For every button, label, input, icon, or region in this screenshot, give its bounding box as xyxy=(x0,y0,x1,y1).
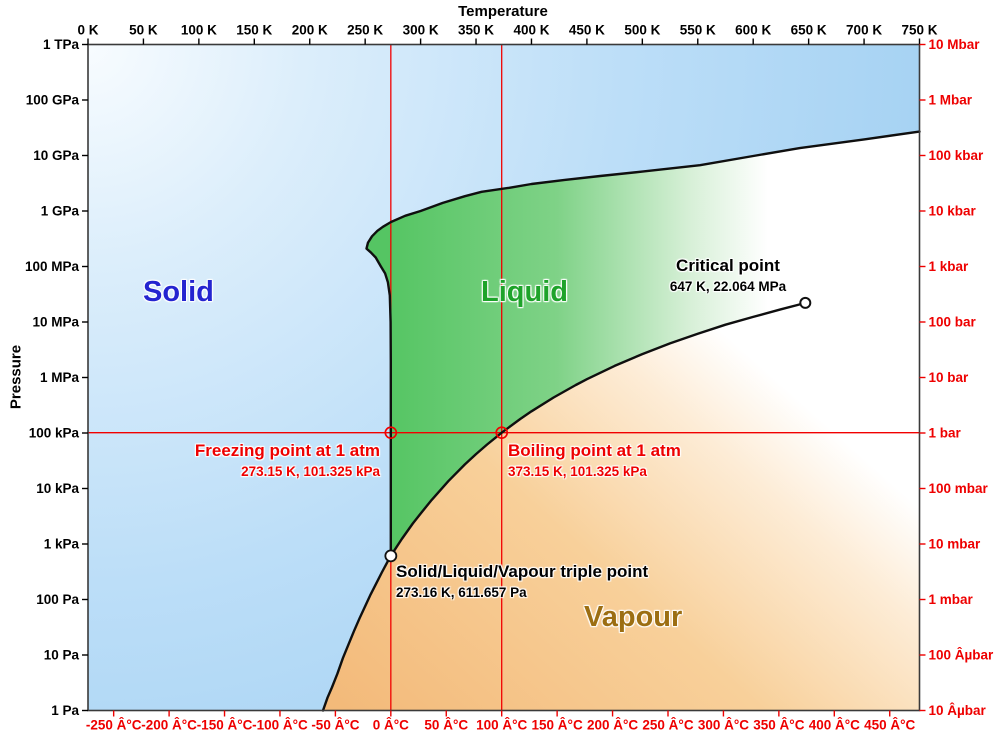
svg-text:10 kPa: 10 kPa xyxy=(36,481,79,496)
svg-text:250 K: 250 K xyxy=(347,23,383,38)
svg-text:1 Pa: 1 Pa xyxy=(51,703,79,718)
svg-text:450 K: 450 K xyxy=(569,23,605,38)
svg-text:1 MPa: 1 MPa xyxy=(40,370,80,385)
svg-text:250 Â°C: 250 Â°C xyxy=(642,718,693,733)
axis-right: 10 Mbar 1 Mbar 100 kbar 10 kbar 1 kbar 1… xyxy=(919,37,995,718)
svg-text:50 K: 50 K xyxy=(129,23,158,38)
svg-text:750 K: 750 K xyxy=(901,23,937,38)
axis-bottom: -250 Â°C -200 Â°C -150 Â°C -100 Â°C -50 … xyxy=(86,710,916,733)
axis-left: 1 TPa 100 GPa 10 GPa 1 GPa 100 MPa 10 MP… xyxy=(25,37,88,718)
svg-text:1 kbar: 1 kbar xyxy=(929,259,970,274)
svg-text:-100 Â°C: -100 Â°C xyxy=(252,718,308,733)
triple-point-marker xyxy=(384,549,398,563)
svg-text:10 MPa: 10 MPa xyxy=(32,315,79,330)
svg-text:150 Â°C: 150 Â°C xyxy=(532,718,583,733)
svg-text:100 bar: 100 bar xyxy=(929,315,977,330)
svg-text:450 Â°C: 450 Â°C xyxy=(864,718,915,733)
svg-text:10 bar: 10 bar xyxy=(929,370,970,385)
critical-point-annotation: Critical point 647 K, 22.064 MPa xyxy=(628,256,828,294)
svg-text:-200 Â°C: -200 Â°C xyxy=(141,718,197,733)
svg-text:700 K: 700 K xyxy=(846,23,882,38)
boiling-point-title: Boiling point at 1 atm xyxy=(508,441,681,460)
svg-text:100 Âµbar: 100 Âµbar xyxy=(929,648,995,663)
point-markers xyxy=(384,296,812,563)
y-axis-title: Pressure xyxy=(7,344,25,410)
triple-point-title: Solid/Liquid/Vapour triple point xyxy=(396,562,649,581)
svg-text:350 K: 350 K xyxy=(458,23,494,38)
svg-text:10 kbar: 10 kbar xyxy=(929,204,977,219)
boiling-point-value: 373.15 K, 101.325 kPa xyxy=(508,464,647,479)
liquid-region xyxy=(366,131,920,556)
svg-text:200 Â°C: 200 Â°C xyxy=(587,718,638,733)
vapour-region xyxy=(323,302,920,711)
triple-point-value: 273.16 K, 611.657 Pa xyxy=(396,585,527,600)
svg-text:100 kbar: 100 kbar xyxy=(929,148,985,163)
svg-text:1 mbar: 1 mbar xyxy=(929,592,974,607)
phase-boundaries xyxy=(321,130,921,712)
svg-text:1 Mbar: 1 Mbar xyxy=(929,93,973,108)
critical-point-value: 647 K, 22.064 MPa xyxy=(669,279,787,294)
sublimation-melting-curve xyxy=(321,130,921,712)
svg-text:-250 Â°C: -250 Â°C xyxy=(86,718,142,733)
liquid-region-label: Liquid xyxy=(481,276,568,308)
svg-text:100 kPa: 100 kPa xyxy=(29,426,80,441)
svg-text:-50 Â°C: -50 Â°C xyxy=(311,718,359,733)
solid-region-label: Solid xyxy=(143,276,214,308)
svg-text:300 K: 300 K xyxy=(403,23,439,38)
svg-text:1 GPa: 1 GPa xyxy=(41,204,80,219)
svg-text:400 K: 400 K xyxy=(513,23,549,38)
svg-text:100 mbar: 100 mbar xyxy=(929,481,989,496)
svg-text:0 Â°C: 0 Â°C xyxy=(373,718,409,733)
boiling-point-annotation: Boiling point at 1 atm 373.15 K, 101.325… xyxy=(508,441,681,479)
freezing-point-value: 273.15 K, 101.325 kPa xyxy=(241,464,380,479)
svg-text:350 Â°C: 350 Â°C xyxy=(753,718,804,733)
triple-point-annotation: Solid/Liquid/Vapour triple point 273.16 … xyxy=(396,562,648,600)
svg-text:1 TPa: 1 TPa xyxy=(43,37,80,52)
svg-text:1 bar: 1 bar xyxy=(929,426,962,441)
svg-text:650 K: 650 K xyxy=(791,23,827,38)
svg-text:10 GPa: 10 GPa xyxy=(33,148,79,163)
svg-text:100 K: 100 K xyxy=(181,23,217,38)
freezing-point-marker xyxy=(384,426,398,440)
svg-text:10 Pa: 10 Pa xyxy=(44,648,80,663)
svg-text:300 Â°C: 300 Â°C xyxy=(698,718,749,733)
svg-text:-150 Â°C: -150 Â°C xyxy=(197,718,253,733)
solid-region xyxy=(88,44,920,711)
svg-text:0 K: 0 K xyxy=(77,23,98,38)
svg-text:1 kPa: 1 kPa xyxy=(44,537,80,552)
svg-text:100 MPa: 100 MPa xyxy=(25,259,80,274)
svg-text:550 K: 550 K xyxy=(680,23,716,38)
svg-text:500 K: 500 K xyxy=(624,23,660,38)
svg-text:50 Â°C: 50 Â°C xyxy=(424,718,468,733)
svg-text:600 K: 600 K xyxy=(735,23,771,38)
axis-top: 0 K 50 K 100 K 150 K 200 K 250 K 300 K 3… xyxy=(77,23,938,45)
svg-text:10 Âµbar: 10 Âµbar xyxy=(929,703,987,718)
boiling-point-marker xyxy=(495,426,509,440)
svg-text:150 K: 150 K xyxy=(236,23,272,38)
critical-point-title: Critical point xyxy=(676,256,780,275)
svg-text:10 mbar: 10 mbar xyxy=(929,537,982,552)
svg-text:10 Mbar: 10 Mbar xyxy=(929,37,981,52)
freezing-point-annotation: Freezing point at 1 atm 273.15 K, 101.32… xyxy=(130,441,380,479)
svg-text:100 Â°C: 100 Â°C xyxy=(476,718,527,733)
svg-text:200 K: 200 K xyxy=(292,23,328,38)
critical-point-marker xyxy=(799,296,812,309)
phase-regions xyxy=(88,44,920,711)
svg-text:100 Pa: 100 Pa xyxy=(36,592,79,607)
freezing-point-title: Freezing point at 1 atm xyxy=(194,441,380,460)
vaporization-curve xyxy=(389,301,807,557)
x-axis-title: Temperature xyxy=(458,3,548,20)
vapour-region-label: Vapour xyxy=(584,601,683,633)
svg-text:100 GPa: 100 GPa xyxy=(26,93,80,108)
svg-text:400 Â°C: 400 Â°C xyxy=(809,718,860,733)
